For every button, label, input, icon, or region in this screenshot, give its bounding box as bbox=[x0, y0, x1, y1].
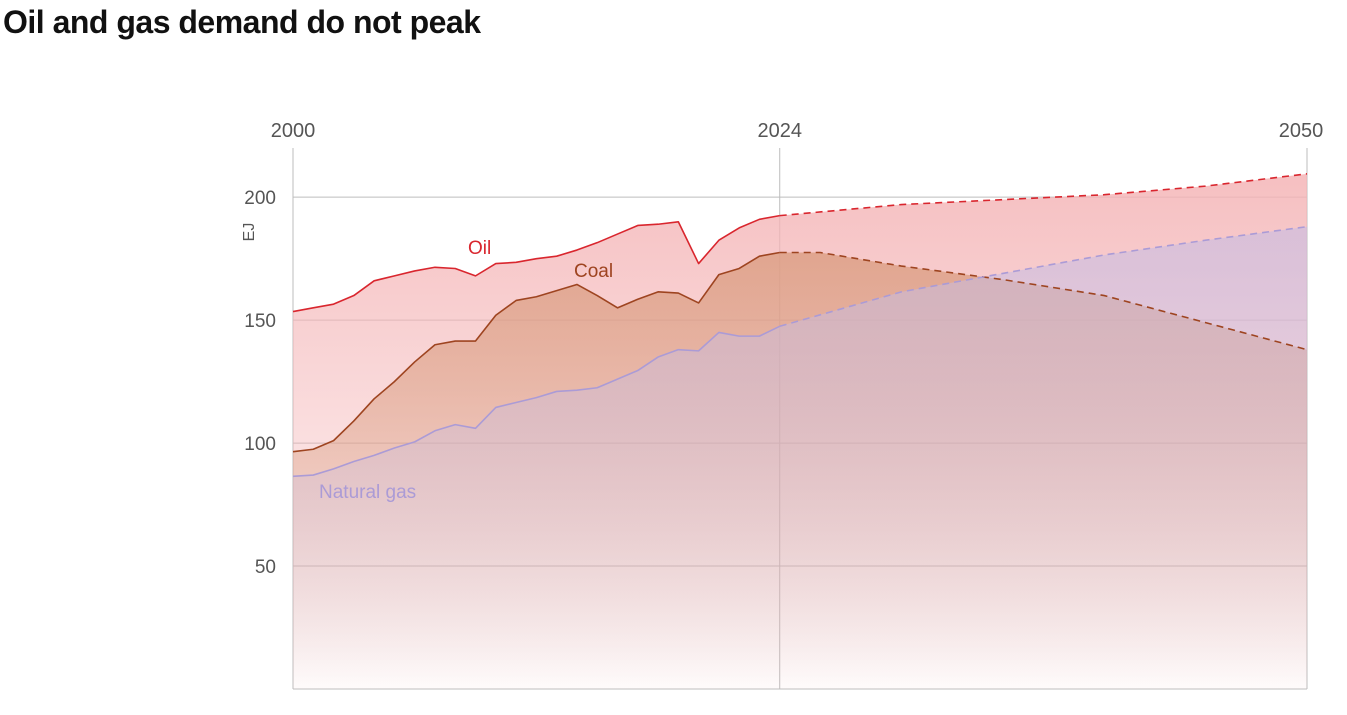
y-tick-200: 200 bbox=[244, 188, 276, 209]
series-label-oil: Oil bbox=[468, 238, 491, 259]
line-historical-coal bbox=[292, 251, 780, 453]
line-historical-oil bbox=[292, 214, 780, 313]
x-tick-2000: 2000 bbox=[271, 120, 316, 142]
line-projection-oil bbox=[779, 173, 1308, 217]
line-projection-natural-gas bbox=[779, 225, 1308, 328]
axis-layer: 50 100 150 200 2000 2024 2050 bbox=[244, 120, 1323, 578]
area-natural-gas bbox=[293, 226, 1307, 689]
series-label-natural-gas: Natural gas bbox=[319, 482, 416, 503]
y-tick-50: 50 bbox=[255, 557, 276, 578]
x-tick-2024: 2024 bbox=[757, 120, 802, 142]
line-historical-natural-gas bbox=[292, 325, 781, 478]
x-tick-2050: 2050 bbox=[1279, 120, 1324, 142]
y-tick-150: 150 bbox=[244, 311, 276, 332]
y-tick-100: 100 bbox=[244, 434, 276, 455]
chart-title: Oil and gas demand do not peak bbox=[3, 4, 481, 40]
series-label-coal: Coal bbox=[574, 261, 613, 282]
line-projection-coal bbox=[779, 251, 1308, 351]
line-layer bbox=[292, 173, 1308, 478]
area-layer bbox=[293, 173, 1307, 690]
y-axis-label: EJ bbox=[241, 223, 258, 242]
